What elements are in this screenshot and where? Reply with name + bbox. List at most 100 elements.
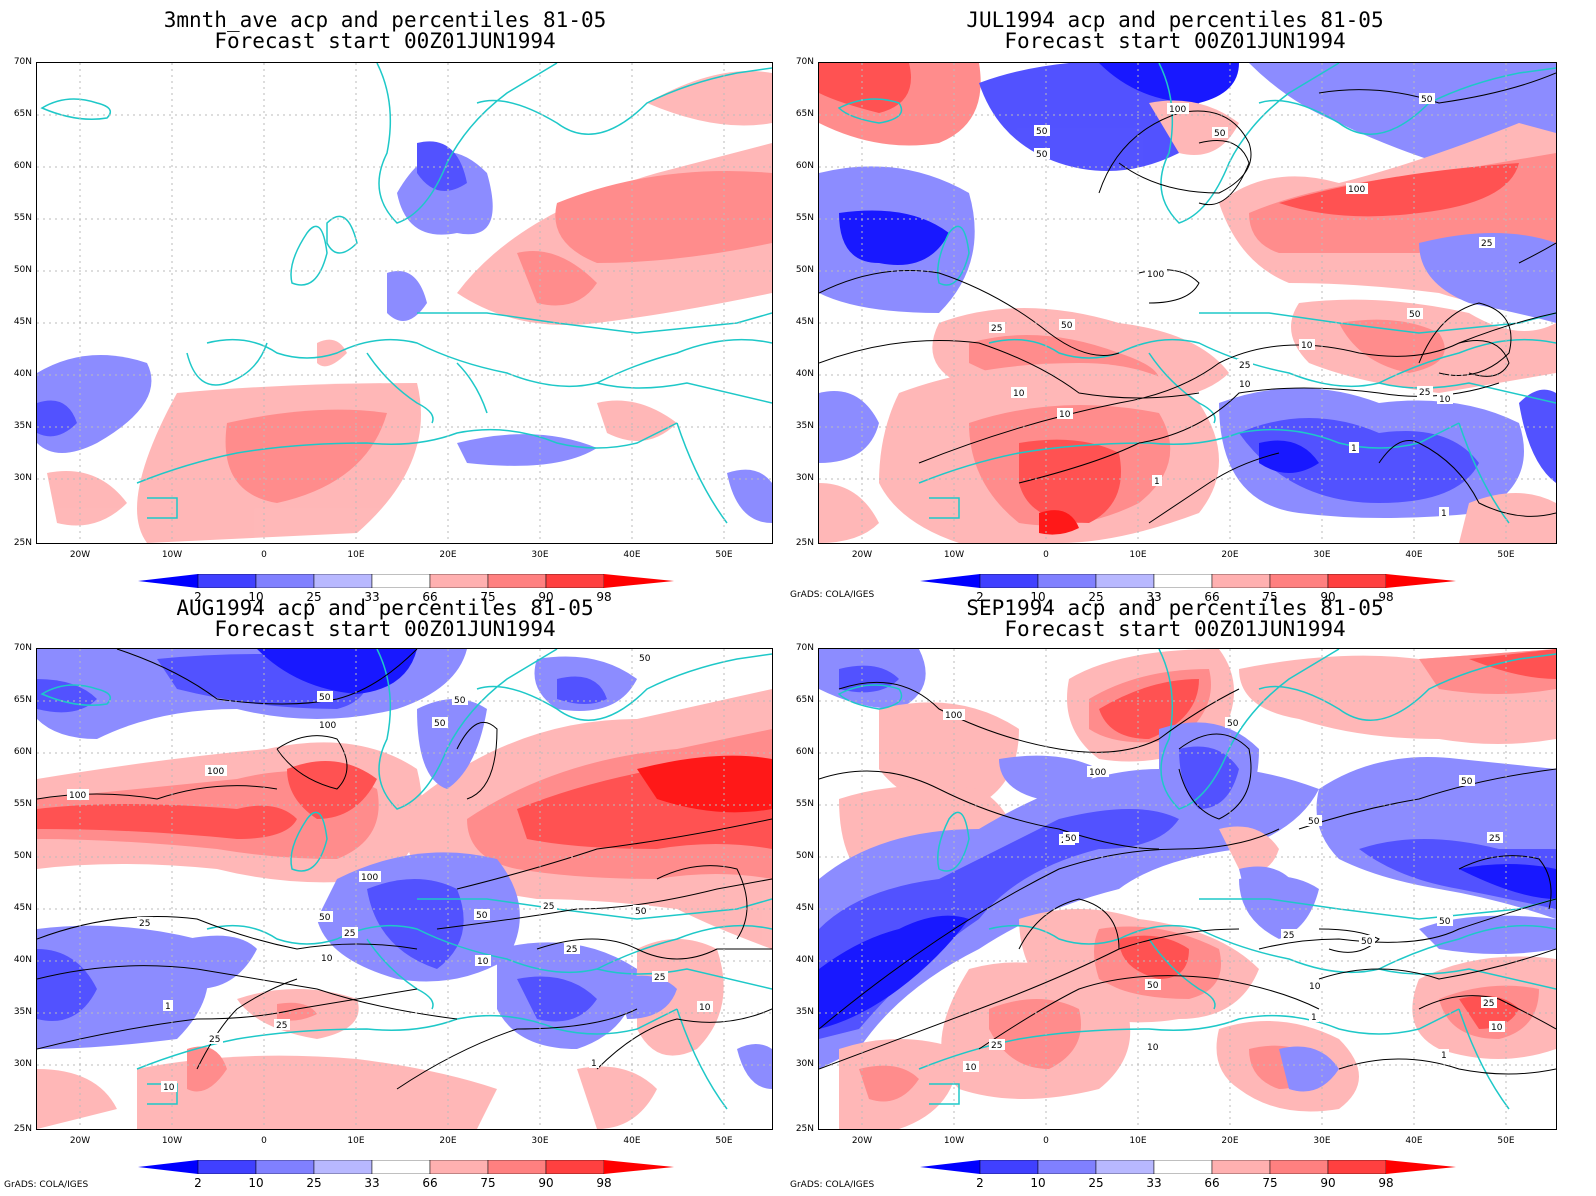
colorbar-label: 33 bbox=[1146, 1176, 1162, 1190]
colorbar-label: 2 bbox=[194, 1176, 202, 1190]
contour-label: 100 bbox=[69, 791, 86, 801]
contour-label: 1 bbox=[1441, 1051, 1447, 1061]
lat-label: 60N bbox=[13, 747, 32, 757]
contour-label: 50 bbox=[1421, 95, 1433, 105]
colorbar-label: 75 bbox=[1262, 590, 1278, 604]
lat-label: 70N bbox=[795, 57, 814, 67]
contour-label: 50 bbox=[1036, 127, 1048, 137]
contour-label: 1 bbox=[1441, 509, 1447, 519]
contour-label: 1 bbox=[1311, 1013, 1317, 1023]
map-shading: 50 50 50 50 100 100 100 100 50 25 25 50 … bbox=[37, 649, 772, 1129]
lat-label: 30N bbox=[13, 473, 32, 483]
colorbar-label: 98 bbox=[596, 1176, 612, 1190]
lon-label: 40E bbox=[1405, 1136, 1423, 1146]
lon-label: 20E bbox=[1221, 1136, 1239, 1146]
lat-label: 35N bbox=[13, 1007, 32, 1017]
contour-label: 25 bbox=[1239, 361, 1250, 371]
contour-label: 10 bbox=[321, 954, 333, 964]
lat-label: 35N bbox=[795, 421, 814, 431]
lon-label: 10W bbox=[943, 1136, 965, 1146]
contour-label: 25 bbox=[1483, 999, 1494, 1009]
colorbar-label: 25 bbox=[306, 1176, 322, 1190]
lat-label: 50N bbox=[13, 265, 32, 275]
colorbar-label: 25 bbox=[306, 590, 322, 604]
contour-label: 10 bbox=[163, 1083, 175, 1093]
lon-label: 50E bbox=[715, 550, 733, 560]
lat-label: 25N bbox=[795, 538, 814, 548]
contour-label: 100 bbox=[207, 767, 224, 777]
map-shading: 100 100 50 50 50 25 25 50 50 10 25 10 25… bbox=[819, 649, 1556, 1129]
contour-label: 25 bbox=[543, 902, 554, 912]
colorbar bbox=[920, 574, 1456, 588]
lat-label: 40N bbox=[13, 955, 32, 965]
contour-label: 1 bbox=[1154, 477, 1160, 487]
colorbar bbox=[138, 574, 674, 588]
lat-label: 65N bbox=[13, 109, 32, 119]
lon-label: 20W bbox=[69, 550, 91, 560]
contour-label: 25 bbox=[139, 919, 150, 929]
colorbar-label: 25 bbox=[1088, 1176, 1104, 1190]
colorbar-label: 2 bbox=[976, 1176, 984, 1190]
colorbar-label: 90 bbox=[1320, 590, 1336, 604]
lon-label: 20W bbox=[851, 1136, 873, 1146]
contour-label: 50 bbox=[1227, 719, 1239, 729]
contour-label: 50 bbox=[1065, 834, 1077, 844]
lat-label: 65N bbox=[795, 695, 814, 705]
map-shading bbox=[37, 63, 772, 543]
panel-title-line1: SEP1994 acp and percentiles 81-05 bbox=[966, 596, 1384, 620]
contour-label: 50 bbox=[635, 907, 647, 917]
lon-label: 30E bbox=[531, 1136, 549, 1146]
lat-label: 45N bbox=[13, 903, 32, 913]
lon-label: 30E bbox=[1313, 1136, 1331, 1146]
contour-label: 50 bbox=[1061, 321, 1073, 331]
colorbar-label: 2 bbox=[194, 590, 202, 604]
panel-title-line2: Forecast start 00Z01JUN1994 bbox=[214, 617, 556, 641]
lon-label: 40E bbox=[623, 1136, 641, 1146]
contour-label: 10 bbox=[1059, 410, 1071, 420]
grads-credit: GrADS: COLA/IGES bbox=[4, 1180, 89, 1190]
lat-label: 70N bbox=[795, 643, 814, 653]
contour-label: 25 bbox=[566, 945, 577, 955]
colorbar-label: 66 bbox=[422, 590, 438, 604]
lat-label: 30N bbox=[795, 1059, 814, 1069]
colorbar-label: 66 bbox=[1204, 1176, 1220, 1190]
contour-label: 25 bbox=[991, 324, 1002, 334]
colorbar-label: 98 bbox=[596, 590, 612, 604]
lat-label: 55N bbox=[13, 213, 32, 223]
colorbar-label: 98 bbox=[1378, 1176, 1394, 1190]
contour-label: 50 bbox=[454, 696, 466, 706]
contour-label: 10 bbox=[1309, 982, 1321, 992]
colorbar bbox=[138, 1160, 674, 1174]
contour-label: 50 bbox=[1361, 937, 1373, 947]
lat-label: 60N bbox=[795, 747, 814, 757]
panel-title-line2: Forecast start 00Z01JUN1994 bbox=[1004, 617, 1346, 641]
lon-label: 10E bbox=[1129, 550, 1147, 560]
lon-label: 20W bbox=[851, 550, 873, 560]
lat-label: 40N bbox=[795, 369, 814, 379]
colorbar-label: 2 bbox=[976, 590, 984, 604]
contour-label: 25 bbox=[1419, 388, 1430, 398]
colorbar-label: 10 bbox=[248, 590, 264, 604]
panel-title-line1: 3mnth_ave acp and percentiles 81-05 bbox=[163, 8, 607, 32]
colorbar-label: 98 bbox=[1378, 590, 1394, 604]
contour-label: 25 bbox=[1481, 239, 1492, 249]
contour-label: 50 bbox=[319, 693, 331, 703]
contour-label: 50 bbox=[1409, 310, 1421, 320]
colorbar-label: 75 bbox=[480, 1176, 496, 1190]
lon-label: 50E bbox=[1497, 1136, 1515, 1146]
lon-label: 0 bbox=[261, 550, 267, 560]
lat-label: 25N bbox=[795, 1124, 814, 1134]
colorbar-label: 75 bbox=[1262, 1176, 1278, 1190]
contour-label: 25 bbox=[1283, 931, 1294, 941]
contour-label: 50 bbox=[639, 654, 651, 664]
lat-label: 50N bbox=[795, 265, 814, 275]
lat-label: 50N bbox=[795, 851, 814, 861]
lat-label: 35N bbox=[13, 421, 32, 431]
contour-label: 50 bbox=[1036, 150, 1048, 160]
lon-label: 10W bbox=[943, 550, 965, 560]
contour-label: 1 bbox=[1351, 444, 1357, 454]
map-panel-3: AUG1994 acp and percentiles 81-05 Foreca… bbox=[0, 588, 790, 1196]
colorbar-label: 90 bbox=[538, 590, 554, 604]
lon-label: 10W bbox=[161, 1136, 183, 1146]
colorbar-label: 10 bbox=[1030, 1176, 1046, 1190]
